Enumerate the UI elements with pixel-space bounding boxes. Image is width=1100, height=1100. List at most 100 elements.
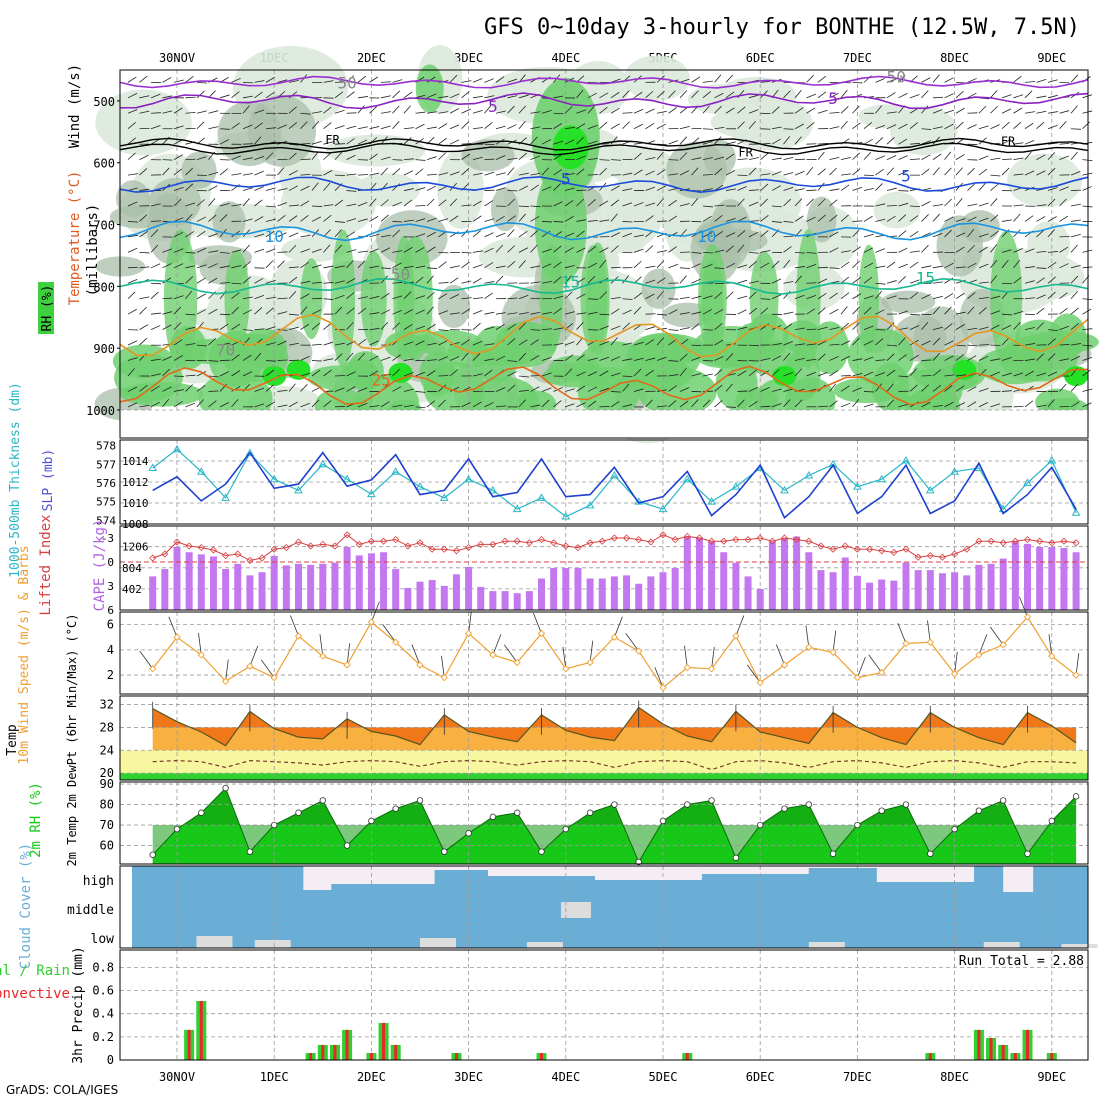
wind-barb <box>714 267 725 270</box>
wind-barb <box>208 308 218 315</box>
date-label-top: 9DEC <box>1037 51 1066 65</box>
wind-barb <box>311 151 319 160</box>
wind-barb <box>150 373 161 377</box>
wind-barb <box>530 281 541 284</box>
wind-barb <box>139 266 150 269</box>
li-point <box>586 539 594 547</box>
wind-barb <box>139 95 150 99</box>
wind-barb <box>633 234 644 238</box>
rh-plume <box>585 242 610 356</box>
wind-barb <box>817 75 827 83</box>
li-tick: -3 <box>101 532 114 545</box>
wind-barb <box>806 358 817 361</box>
li-point <box>270 545 278 553</box>
wind-barb <box>392 386 402 392</box>
wind-barb <box>587 105 595 114</box>
wind-barb <box>829 111 840 114</box>
wind-barb <box>461 297 472 300</box>
cape-bar <box>161 569 169 610</box>
wind-barb <box>1082 186 1092 191</box>
wind-barb <box>173 339 183 346</box>
wind-barb <box>162 398 170 408</box>
wind-barb <box>1059 383 1067 392</box>
wind-barb <box>817 168 826 176</box>
wind-barb <box>441 655 445 678</box>
wind-barb <box>806 343 817 346</box>
rh2m-point <box>951 825 958 833</box>
wind-barb <box>783 186 794 191</box>
wind-barb <box>392 322 400 330</box>
date-label-bottom: 4DEC <box>551 1070 580 1084</box>
wind-barb <box>978 233 989 238</box>
wind-barb <box>622 309 632 315</box>
wind-barb <box>978 182 986 191</box>
temp-fill-warm <box>152 707 1077 746</box>
wind-barb <box>875 338 884 346</box>
wind-barb <box>438 137 447 145</box>
wind-barb <box>852 337 860 346</box>
wind-barb <box>932 369 942 377</box>
wind-barb <box>323 322 332 330</box>
wind-barb <box>645 186 656 191</box>
wind-barb <box>288 276 298 284</box>
wind-barb <box>461 280 472 284</box>
wind-barb <box>1047 276 1056 284</box>
wind-barb <box>691 167 699 176</box>
cape-bar <box>440 585 448 610</box>
wind-barb <box>898 375 909 378</box>
wind-barb <box>472 322 481 330</box>
li-point <box>452 547 461 555</box>
rh-plume <box>858 244 879 353</box>
precip-conv-bar <box>454 1053 458 1060</box>
wind-barb <box>817 151 825 160</box>
wind-barb <box>760 262 770 269</box>
wind-barb <box>737 264 748 269</box>
wind-barb <box>553 123 563 130</box>
wind-barb <box>576 136 584 145</box>
thickness-point <box>294 485 303 494</box>
wind-barb <box>875 372 886 377</box>
li-point <box>780 534 789 542</box>
wind-barb <box>868 654 883 673</box>
temp-tick: 24 <box>100 743 114 757</box>
wind-barb <box>553 183 561 191</box>
wind-barb <box>139 353 147 361</box>
wind-speed-point <box>489 651 497 659</box>
wind-barb <box>162 110 173 114</box>
wind-barb <box>832 630 837 653</box>
cape-bar <box>331 562 339 610</box>
wind-barb <box>311 369 321 377</box>
wind-barb <box>392 221 403 223</box>
wind-barb <box>162 277 172 284</box>
cloud-level-label: low <box>91 932 115 947</box>
wind-barb <box>944 323 953 330</box>
wind-barb <box>139 296 150 300</box>
wind-barb <box>587 174 599 176</box>
wind-barb <box>484 78 494 83</box>
wind-barb <box>369 328 380 331</box>
wind-barb <box>300 112 311 115</box>
wind-barb <box>1070 291 1078 299</box>
temperature-legend-label: Temperature (°C) <box>67 171 83 306</box>
slp-frame <box>119 439 1089 525</box>
wind-barb <box>909 384 918 392</box>
contour-label: 5 <box>901 166 911 185</box>
wind-barb <box>702 263 713 269</box>
li-point <box>355 540 363 548</box>
wind-barb <box>415 111 426 114</box>
wind-barb <box>564 403 575 408</box>
wind-barb <box>794 266 805 269</box>
wind-barb <box>737 326 748 331</box>
wind-barb <box>426 370 436 377</box>
cape-bar <box>282 565 290 610</box>
wind-barb <box>852 398 860 408</box>
wind-barb <box>875 168 884 176</box>
wind-barb <box>955 311 966 315</box>
cape-frame <box>119 525 1089 611</box>
contour-label: 5 <box>828 89 838 108</box>
li-point <box>537 536 546 544</box>
slp-thickness-panel: 57457557657757810081010101210141000-500m… <box>8 382 1089 578</box>
wind-barb <box>898 170 908 176</box>
wind-speed-point <box>1072 671 1080 679</box>
